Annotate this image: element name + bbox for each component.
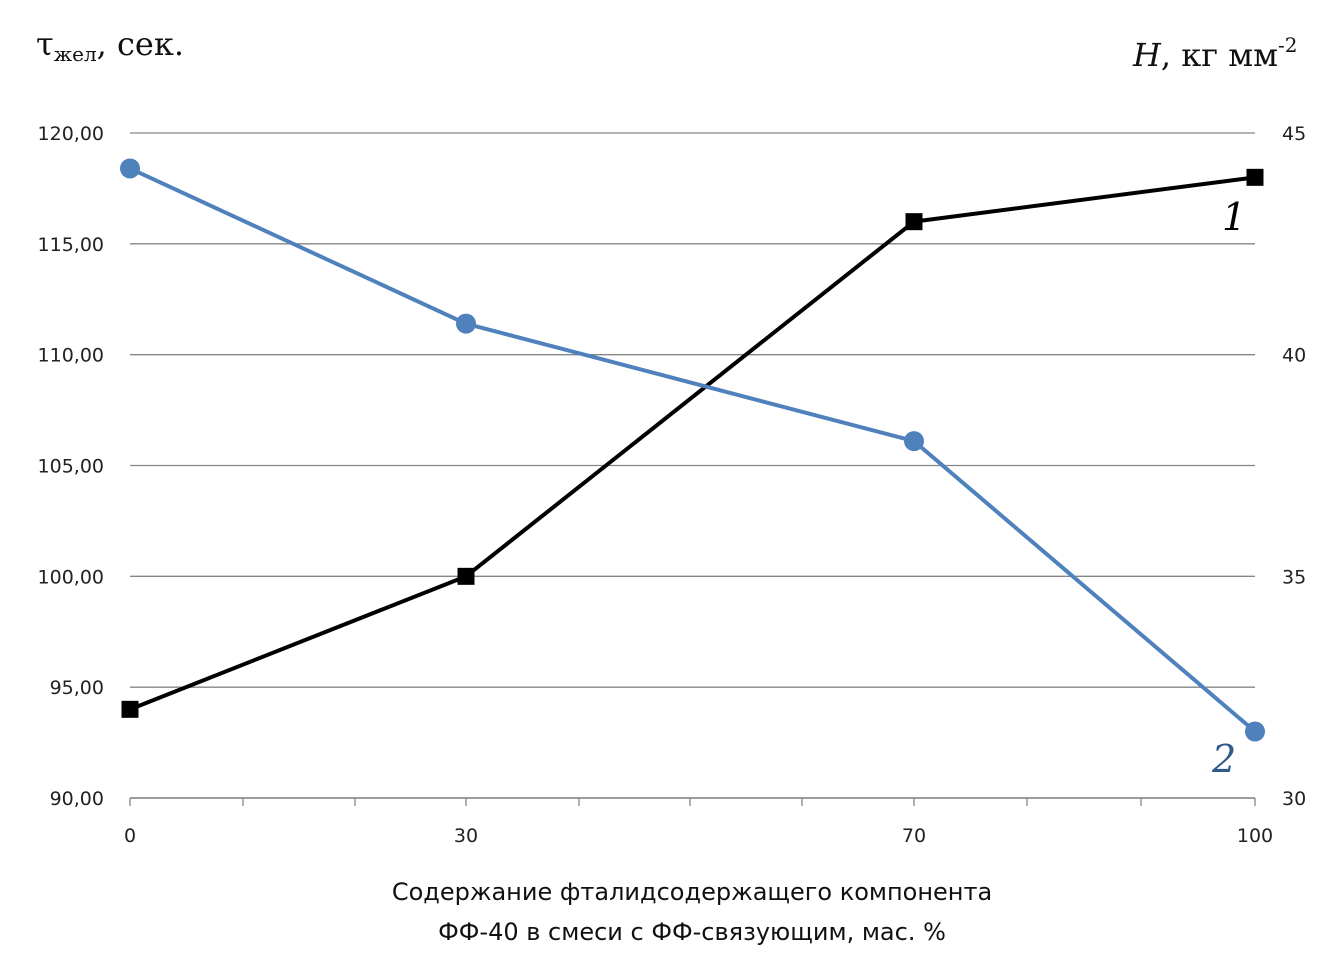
right-tick-label: 40 [1282,345,1306,367]
right-tick-label: 45 [1282,123,1306,145]
grid [129,132,1256,806]
left-tick-label: 100,00 [38,566,104,588]
left-tick-label: 105,00 [38,456,104,478]
x-tick-label: 100 [1237,825,1273,847]
x-axis-ticks: 0 30 70 100 [124,825,1273,847]
series-1-point [121,700,139,718]
x-tick-label: 0 [124,825,136,847]
x-axis-title-line1: Содержание фталидсодержащего компонента [392,878,992,906]
series-2-point [120,158,140,179]
left-tick-label: 120,00 [38,123,104,145]
right-tick-label: 30 [1282,788,1306,810]
left-tick-label: 95,00 [50,677,104,699]
series-2-point [904,431,924,452]
series-2-label: 2 [1211,737,1236,781]
x-tick-label: 70 [902,825,926,847]
series-group: 12 [120,158,1265,781]
left-tick-label: 115,00 [38,234,104,256]
left-axis-title: τжел, сек. [36,25,184,66]
right-axis-ticks: 30 35 40 45 [1282,123,1306,810]
series-1-point [457,567,475,585]
right-axis-title: H, кг мм-2 [1132,33,1297,74]
left-tick-label: 90,00 [50,788,104,810]
series-2-point [456,313,476,334]
series-1-point [905,213,923,231]
x-axis-title-line2: ФФ-40 в смеси с ФФ-связующим, мас. % [438,918,946,946]
left-axis-ticks: 90,00 95,00 100,00 105,00 110,00 115,00 120,00 [38,123,104,810]
right-tick-label: 35 [1282,566,1306,588]
series-1-label: 1 [1222,195,1246,239]
series-1-line [129,175,1256,712]
series-1-point [1246,168,1264,186]
series-2-line [129,166,1257,734]
x-tick-label: 30 [454,825,478,847]
series-2-point [1245,721,1265,742]
left-tick-label: 110,00 [38,345,104,367]
